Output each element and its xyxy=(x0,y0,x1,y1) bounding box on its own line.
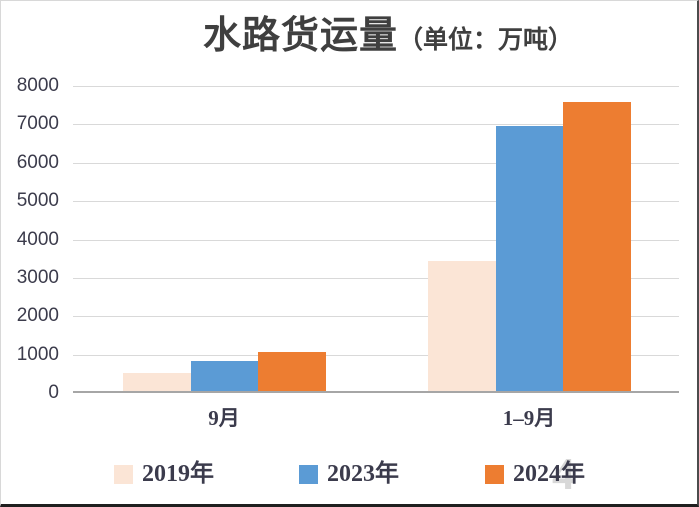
bar-2023年-1–9月 xyxy=(495,126,564,391)
y-axis-tick-label: 8000 xyxy=(16,75,59,96)
legend-label-2019: 2019年 xyxy=(142,461,214,487)
x-axis-line xyxy=(73,391,679,393)
y-axis-tick-label: 3000 xyxy=(16,266,59,288)
legend-item-2024: 2024年 xyxy=(485,461,585,487)
gridline xyxy=(73,124,679,126)
y-axis-tick-label: 1000 xyxy=(16,343,59,365)
chart-title-row: 水路货运量（单位：万吨） xyxy=(203,11,573,69)
watermark: 4 xyxy=(552,448,575,499)
gridline xyxy=(73,201,679,203)
legend-label-2024: 2024年 xyxy=(513,461,585,487)
gridline xyxy=(73,162,679,164)
legend-swatch-2024 xyxy=(485,465,504,484)
gridline xyxy=(73,86,679,87)
chart-title: 水路货运量 xyxy=(203,15,399,57)
gridline xyxy=(73,354,679,356)
x-axis-label-sep: 9月 xyxy=(208,406,240,430)
bar-2023年-9月 xyxy=(190,360,259,391)
bar-2024年-9月 xyxy=(258,352,326,391)
legend-swatch-2019 xyxy=(114,465,133,484)
bar-2019年-1–9月 xyxy=(428,260,496,391)
plot-area xyxy=(73,86,679,393)
gridline xyxy=(73,239,679,241)
y-axis-tick-label: 4000 xyxy=(16,228,59,250)
y-axis-tick-label: 0 xyxy=(48,382,59,403)
y-axis-tick-label: 2000 xyxy=(16,305,59,327)
y-axis-labels: 0 1000 2000 3000 4000 5000 6000 7000 8000 xyxy=(1,75,63,403)
legend-item-2023: 2023年 xyxy=(299,461,399,487)
y-axis-tick-label: 6000 xyxy=(16,151,59,173)
legend-swatch-2023 xyxy=(299,465,318,484)
bar-2019年-9月 xyxy=(123,372,191,391)
y-axis-tick-label: 5000 xyxy=(16,190,59,212)
gridline xyxy=(73,316,679,318)
chart-title-unit: （单位：万吨） xyxy=(398,27,574,54)
y-axis-tick-label: 7000 xyxy=(16,113,59,135)
legend-label-2023: 2023年 xyxy=(327,461,399,487)
bar-2024年-1–9月 xyxy=(563,102,631,391)
gridline xyxy=(73,277,679,279)
legend-item-2019: 2019年 xyxy=(114,461,214,487)
x-axis-label-jan-sep: 1–9月 xyxy=(502,406,556,430)
